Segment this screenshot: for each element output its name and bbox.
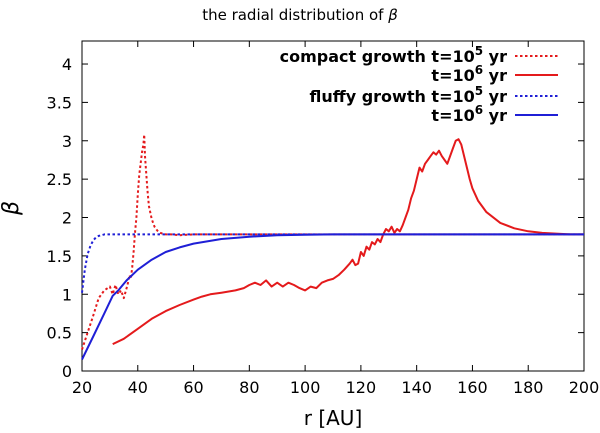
x-tick-label: 100	[290, 378, 321, 397]
legend-label: fluffy growth t=105 yr	[309, 84, 507, 106]
y-tick-label: 3	[62, 132, 72, 151]
y-axis-title: β	[0, 201, 24, 216]
x-tick-label: 60	[183, 378, 203, 397]
y-tick-label: 2.5	[47, 170, 72, 189]
chart-title-symbol: β	[387, 6, 398, 24]
legend-time-base: t=10	[431, 66, 474, 85]
legend-time-base: t=10	[431, 87, 474, 106]
x-tick-label: 160	[457, 378, 488, 397]
x-tick-label: 140	[401, 378, 432, 397]
x-axis-title: r [AU]	[304, 406, 363, 430]
legend-time-exponent: 6	[475, 103, 483, 117]
legend-time-unit: yr	[483, 47, 507, 66]
y-tick-label: 0	[62, 362, 72, 381]
legend-time-base: t=10	[431, 47, 474, 66]
legend-time-exponent: 5	[475, 44, 483, 58]
plot-area: 20 40 60 80 100 120 140 160 180 200 0 0.5 1 1.5 2 2.5 3 3…	[47, 40, 600, 397]
chart-title-text: the radial distribution of	[202, 6, 388, 24]
chart-title: the radial distribution of β	[202, 6, 398, 24]
legend-group-label: compact growth	[280, 47, 432, 66]
x-tick-label: 120	[346, 378, 377, 397]
legend-group-label: fluffy growth	[309, 87, 431, 106]
series-fluffy-1e6-line	[81, 233, 584, 360]
legend-time-exponent: 5	[475, 84, 483, 98]
axis-ticks: 20 40 60 80 100 120 140 160 180 200 0 0.5 1 1.5 2 2.5 3 3…	[47, 41, 600, 397]
legend-time-unit: yr	[483, 66, 507, 85]
x-tick-label: 200	[569, 378, 600, 397]
legend-label: compact growth t=105 yr	[280, 44, 508, 66]
series-fluffy-1e5-line	[81, 233, 584, 293]
x-tick-label: 40	[128, 378, 148, 397]
legend-time-base: t=10	[431, 106, 474, 125]
x-tick-label: 80	[239, 378, 259, 397]
y-tick-label: 3.5	[47, 93, 72, 112]
y-tick-label: 4	[62, 55, 72, 74]
series-compact-1e5-line	[81, 133, 584, 350]
x-tick-label: 180	[513, 378, 544, 397]
legend-time-unit: yr	[483, 87, 507, 106]
series-layer	[81, 133, 584, 360]
series-compact-1e6-line	[112, 138, 584, 346]
y-tick-label: 2	[62, 209, 72, 228]
y-tick-label: 0.5	[47, 324, 72, 343]
x-tick-label: 20	[72, 378, 92, 397]
y-tick-label: 1.5	[47, 247, 72, 266]
legend-time-unit: yr	[483, 106, 507, 125]
legend-time-exponent: 6	[475, 63, 483, 77]
y-tick-label: 1	[62, 285, 72, 304]
legend-label: t=106 yr	[431, 63, 507, 85]
plot-frame	[81, 40, 585, 372]
legend-label: t=106 yr	[431, 103, 507, 125]
